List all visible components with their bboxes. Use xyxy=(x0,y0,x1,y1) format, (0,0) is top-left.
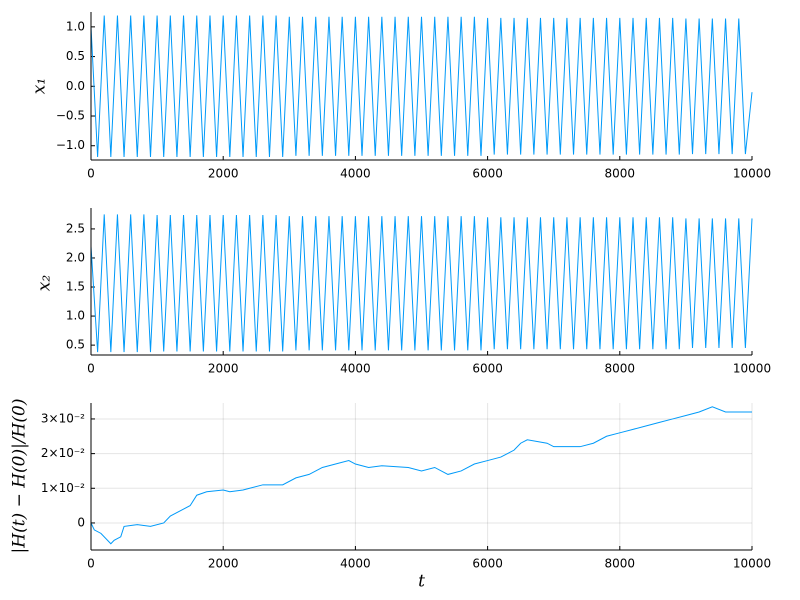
y-tick-label: 0.5 xyxy=(66,338,85,352)
x-tick-label: 0 xyxy=(87,167,95,181)
y-tick-label: 1.0 xyxy=(66,309,85,323)
y-tick-label: 1.5 xyxy=(66,280,85,294)
x-tick-label: 10000 xyxy=(733,167,771,181)
y-tick-label: 0.5 xyxy=(66,49,85,63)
data-line xyxy=(90,214,753,353)
x-axis-label: t xyxy=(418,572,425,592)
x-tick-label: 2000 xyxy=(208,362,239,376)
x-tick-label: 0 xyxy=(87,557,95,571)
y-tick-label: 0 xyxy=(77,515,85,529)
y-axis-label: x₂ xyxy=(35,275,55,292)
x-tick-label: 8000 xyxy=(605,362,636,376)
x-tick-label: 6000 xyxy=(472,362,503,376)
y-tick-label: 2×10⁻² xyxy=(41,446,85,460)
x-tick-label: 8000 xyxy=(605,557,636,571)
y-tick-label: 3×10⁻² xyxy=(41,411,85,425)
y-axis-label: |H(t) − H(0)|/H(0) xyxy=(10,399,30,554)
y-tick-label: −1.0 xyxy=(56,138,85,152)
y-tick-label: 1.0 xyxy=(66,19,85,33)
x-tick-label: 10000 xyxy=(733,557,771,571)
y-tick-label: 2.5 xyxy=(66,221,85,235)
x-tick-label: 8000 xyxy=(605,167,636,181)
x-tick-label: 0 xyxy=(87,362,95,376)
x-tick-label: 4000 xyxy=(340,557,371,571)
x-tick-label: 6000 xyxy=(472,167,503,181)
y-tick-label: 2.0 xyxy=(66,250,85,264)
x-tick-label: 2000 xyxy=(208,557,239,571)
x-tick-label: 2000 xyxy=(208,167,239,181)
data-line xyxy=(90,15,753,158)
data-line xyxy=(90,406,752,545)
x-tick-label: 6000 xyxy=(472,557,503,571)
y-tick-label: 1×10⁻² xyxy=(41,481,85,495)
x-tick-label: 4000 xyxy=(340,167,371,181)
y-tick-label: 0.0 xyxy=(66,79,85,93)
x-tick-label: 4000 xyxy=(340,362,371,376)
y-axis-label: x₁ xyxy=(30,78,50,94)
x-tick-label: 10000 xyxy=(733,362,771,376)
y-tick-label: −0.5 xyxy=(56,109,85,123)
